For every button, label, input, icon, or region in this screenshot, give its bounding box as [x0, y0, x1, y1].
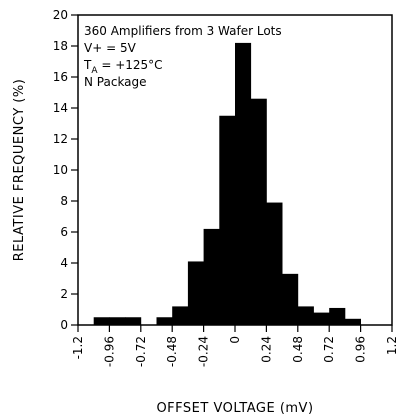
annotation-line-4: N Package	[84, 75, 147, 89]
histogram-bar-13	[297, 306, 314, 325]
y-tick-label-4: 8	[60, 194, 68, 208]
y-tick-label-9: 18	[53, 39, 68, 53]
annotation-line-2: V+ = 5V	[84, 41, 137, 55]
histogram-bar-15	[329, 307, 346, 325]
y-axis-title: RELATIVE FREQUENCY (%)	[12, 79, 27, 262]
histogram-bar-4	[156, 317, 173, 325]
x-axis-ticks: -1.2 -0.96 -0.72 -0.48 -0.24 0 0.24 0.48 0.72 0.9…	[71, 325, 397, 367]
x-tick-label-0: -1.2	[71, 336, 85, 359]
histogram-bar-9	[235, 42, 252, 326]
histogram-bar-7	[203, 228, 220, 325]
temp-symbol: T	[83, 58, 92, 72]
y-tick-label-5: 10	[53, 163, 68, 177]
histogram-bar-11	[266, 202, 283, 325]
x-tick-label-5: 0	[228, 336, 242, 344]
histogram-bar-10	[250, 98, 267, 325]
x-tick-label-1: -0.96	[102, 336, 116, 367]
y-tick-label-7: 14	[53, 101, 68, 115]
y-tick-label-0: 0	[60, 318, 68, 332]
x-tick-label-6: 0.24	[259, 336, 273, 363]
histogram-bar-14	[313, 312, 330, 325]
y-tick-label-10: 20	[53, 8, 68, 22]
x-tick-label-9: 0.96	[354, 336, 368, 363]
temp-subscript: A	[91, 66, 98, 76]
histogram-bar-5	[172, 306, 189, 325]
x-tick-label-2: -0.72	[134, 336, 148, 367]
histogram-bar-16	[344, 318, 361, 325]
histogram-bar-6	[187, 261, 204, 325]
histogram-bar-1	[109, 317, 126, 325]
annotation-line-1: 360 Amplifiers from 3 Wafer Lots	[84, 24, 282, 38]
histogram-bars	[93, 42, 361, 326]
histogram-bar-8	[219, 115, 236, 325]
x-tick-label-10: 1.2	[385, 336, 397, 355]
x-tick-label-3: -0.48	[165, 336, 179, 367]
x-axis-title: OFFSET VOLTAGE (mV)	[156, 401, 313, 416]
annotation-line-3: TA = +125°C	[83, 58, 163, 76]
x-tick-label-4: -0.24	[197, 336, 211, 367]
y-axis-ticks: 0 2 4 6 8 10 12 14 16 18 20	[53, 8, 78, 332]
annotation-block: 360 Amplifiers from 3 Wafer Lots V+ = 5V…	[83, 24, 282, 89]
x-tick-label-7: 0.48	[291, 336, 305, 363]
histogram-bar-0	[93, 317, 110, 325]
histogram-bar-12	[282, 273, 299, 325]
y-tick-label-3: 6	[60, 225, 68, 239]
y-tick-label-1: 2	[60, 287, 68, 301]
x-tick-label-8: 0.72	[322, 336, 336, 363]
y-tick-label-8: 16	[53, 70, 68, 84]
y-tick-label-2: 4	[60, 256, 68, 270]
temp-value: = +125°C	[98, 58, 163, 72]
y-tick-label-6: 12	[53, 132, 68, 146]
histogram-bar-2	[125, 317, 142, 325]
